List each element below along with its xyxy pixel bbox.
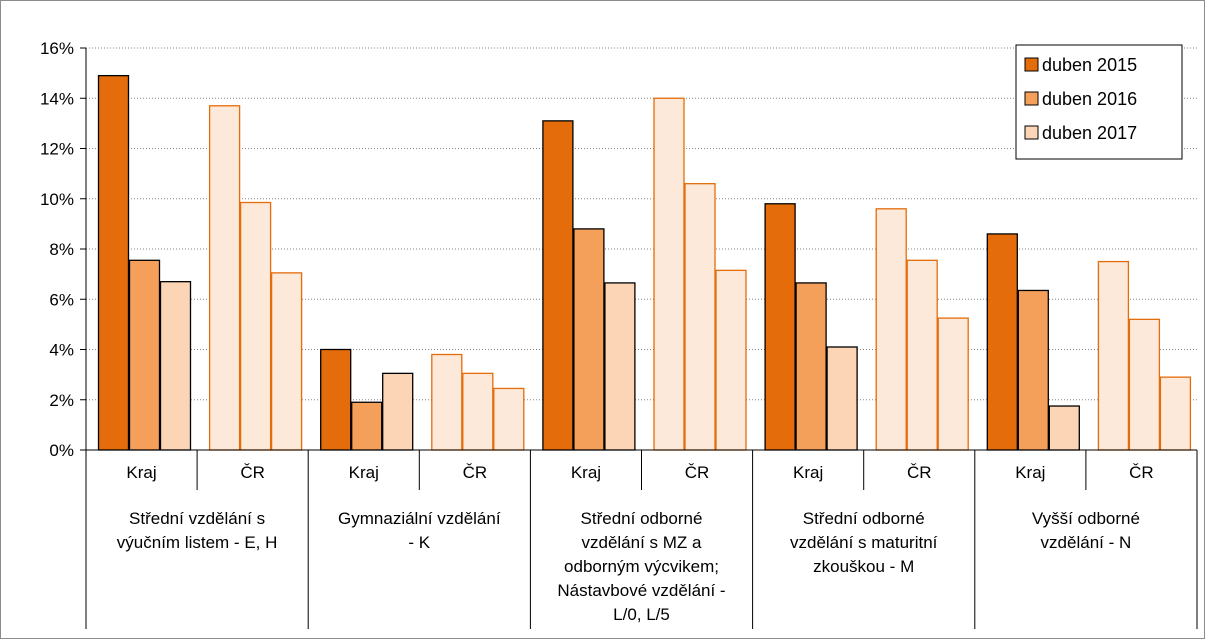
x-group-label: Nástavbové vzdělání - [557, 581, 725, 600]
x-group-label: vzdělání s maturitní [790, 533, 938, 552]
x-group-label: zkouškou - M [813, 557, 914, 576]
x-group-label: vzdělání - N [1041, 533, 1132, 552]
x-subcategory-label: Kraj [571, 463, 601, 482]
x-subcategory-label: Kraj [126, 463, 156, 482]
bar-kraj-series-1 [986, 233, 1018, 451]
legend-swatch-series-3 [1024, 125, 1039, 140]
bar-kraj-series-1 [97, 74, 130, 451]
bar-kraj-series-2 [573, 228, 605, 451]
bar-cr-series-1 [208, 105, 241, 451]
legend-swatch-series-1 [1024, 57, 1039, 72]
y-axis-tick-labels: 0% 2% 4% 6% 8% 10% 12% 14% 16% [40, 39, 74, 460]
bar-kraj-series-1 [320, 348, 352, 451]
x-group-label: Střední odborné [803, 509, 925, 528]
bar-cr-series-3 [1159, 376, 1192, 451]
x-group-label: vzdělání s MZ a [582, 533, 703, 552]
x-group-label: Střední odborné [581, 509, 703, 528]
legend-label: duben 2017 [1042, 123, 1137, 143]
bar-kraj-series-1 [764, 203, 796, 451]
x-group-label: - K [408, 533, 430, 552]
y-tick-label: 16% [40, 39, 74, 58]
y-tick-label: 10% [40, 190, 74, 209]
bar-kraj-series-3 [604, 282, 636, 451]
bar-kraj-series-2 [1017, 289, 1049, 451]
x-subcategory-label: ČR [685, 463, 710, 482]
y-tick-label: 8% [49, 240, 74, 259]
bar-kraj-series-3 [159, 281, 192, 451]
bar-cr-series-2 [684, 183, 716, 451]
x-group-label: L/0, L/5 [613, 605, 670, 624]
bar-cr-series-2 [239, 201, 272, 451]
bar-cr-series-2 [1128, 318, 1161, 451]
y-tick-label: 0% [49, 441, 74, 460]
y-tick-label: 2% [49, 391, 74, 410]
x-group-label: Vyšší odborné [1032, 509, 1140, 528]
legend-box [1015, 44, 1183, 160]
legend-label: duben 2015 [1042, 55, 1137, 75]
x-subcategory-label: ČR [1129, 463, 1154, 482]
y-tick-label: 12% [40, 140, 74, 159]
bar-cr-series-1 [653, 97, 685, 451]
bar-kraj-series-2 [351, 401, 383, 451]
bar-kraj-series-3 [382, 372, 414, 451]
legend-label: duben 2016 [1042, 89, 1137, 109]
bar-cr-series-3 [270, 272, 303, 451]
axes [85, 48, 1198, 629]
legend-swatch-series-2 [1024, 91, 1039, 106]
x-axis-labels: Kraj ČR Střední vzdělání s výučním listem -… [117, 463, 1154, 624]
bar-cr-series-1 [1097, 260, 1130, 451]
x-subcategory-label: ČR [463, 463, 488, 482]
legend: duben 2015 duben 2016 duben 2017 [1015, 44, 1183, 160]
bar-cr-series-3 [937, 317, 969, 451]
bar-kraj-series-2 [128, 259, 161, 451]
bars [97, 74, 1192, 451]
x-subcategory-label: ČR [907, 463, 932, 482]
y-tick-label: 4% [49, 341, 74, 360]
x-group-label: Gymnaziální vzdělání [338, 509, 501, 528]
bar-cr-series-3 [715, 269, 747, 451]
bar-cr-series-1 [875, 208, 907, 451]
x-subcategory-label: Kraj [1015, 463, 1045, 482]
bar-kraj-series-2 [795, 282, 827, 451]
bar-cr-series-2 [462, 372, 494, 451]
bar-kraj-series-1 [542, 120, 574, 451]
y-tick-label: 6% [49, 290, 74, 309]
x-subcategory-label: ČR [240, 463, 265, 482]
x-group-label: odborným výcvikem; [564, 557, 719, 576]
x-subcategory-label: Kraj [349, 463, 379, 482]
x-group-label: Střední vzdělání s [129, 509, 265, 528]
grid-lines [80, 47, 1197, 451]
bar-kraj-series-3 [1048, 405, 1080, 451]
bar-cr-series-3 [493, 387, 525, 451]
y-tick-label: 14% [40, 89, 74, 108]
bar-cr-series-1 [431, 353, 463, 451]
bar-cr-series-2 [906, 259, 938, 451]
x-subcategory-label: Kraj [793, 463, 823, 482]
bar-kraj-series-3 [826, 346, 858, 451]
x-group-label: výučním listem - E, H [117, 533, 278, 552]
